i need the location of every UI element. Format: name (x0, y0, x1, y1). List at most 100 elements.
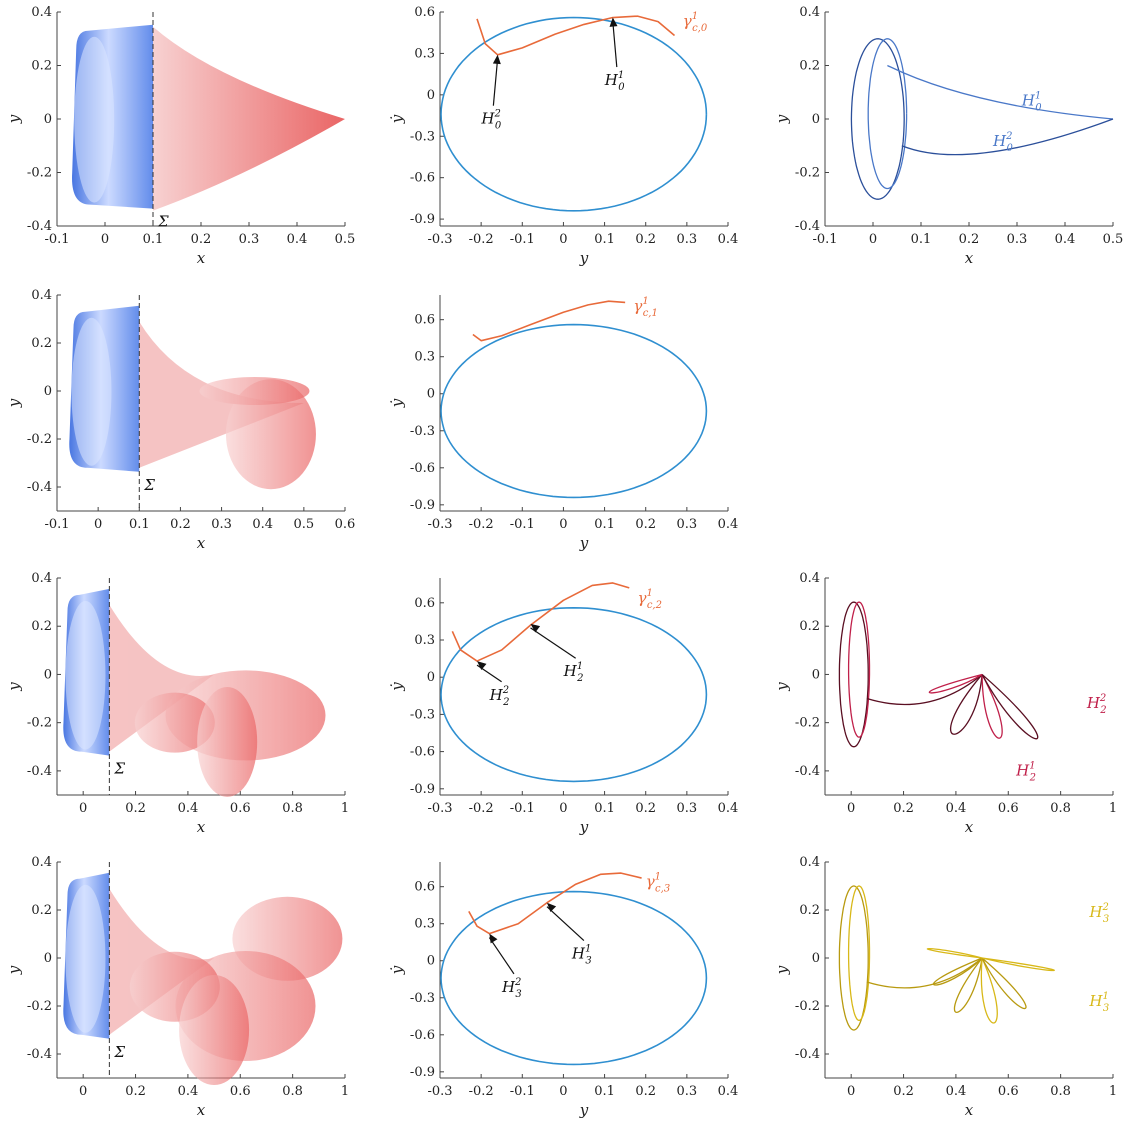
y-tick-label: 0 (812, 951, 820, 966)
orbit-petal (950, 674, 983, 735)
y-tick-label: 0.6 (414, 596, 435, 611)
y-tick-label: 0.4 (31, 571, 52, 586)
x-tick-label: 0.3 (677, 1084, 698, 1099)
homoclinic-point-label-sup: 2 (502, 685, 509, 696)
section-label: Σ (113, 760, 125, 778)
x-tick-label: 0.3 (677, 517, 698, 532)
gamma-curve-label-sub: c,2 (647, 600, 662, 611)
x-axis-label: y (579, 818, 589, 836)
section-label: Σ (157, 213, 169, 231)
y-tick-label: -0.9 (410, 212, 435, 227)
gamma-curve-label-symbol: γ (646, 873, 655, 891)
x-tick-label: 0.4 (178, 1084, 199, 1099)
y-tick-label: -0.6 (410, 461, 435, 476)
y-axis-label: y (5, 682, 23, 692)
orbit-loop (838, 601, 869, 748)
x-tick-label: 0.3 (211, 517, 232, 532)
x-tick-label: 0.4 (718, 232, 739, 247)
x-axis-label: x (197, 1101, 206, 1119)
y-tick-label: 0.4 (31, 5, 52, 20)
y-tick-label: 0.3 (414, 917, 435, 932)
annotation-arrow (530, 627, 576, 659)
gamma-curve-label: γ1 c,0 (683, 11, 708, 34)
homoclinic-point-label-sub: 3 (515, 989, 521, 1000)
x-tick-label: 0.4 (1055, 232, 1076, 247)
y-tick-label: 0 (44, 384, 52, 399)
x-tick-label: -0.1 (510, 801, 535, 816)
orbit-petal (981, 673, 1039, 740)
x-tick-label: 0 (559, 517, 567, 532)
orbit-label-symbol: H (1088, 992, 1103, 1010)
orbit-loop (847, 885, 871, 1022)
homoclinic-point-label-symbol: H (480, 110, 495, 128)
y-axis-label: y (773, 114, 791, 124)
x-tick-label: -0.2 (469, 801, 494, 816)
y-tick-label: 0 (427, 88, 435, 103)
periodic-orbit-curve (440, 890, 708, 1066)
x-tick-label: -0.2 (469, 232, 494, 247)
x-tick-label: 0 (869, 232, 877, 247)
section-label: Σ (113, 1043, 125, 1061)
x-tick-label: 0.3 (239, 232, 260, 247)
x-tick-label: 0.2 (170, 517, 191, 532)
y-tick-label: -0.3 (410, 707, 435, 722)
homoclinic-point-label-sub: 0 (495, 121, 502, 132)
y-tick-label: 0.3 (414, 350, 435, 365)
manifold-plot-r4c1: 0 0.2 0.4 0.6 0.8 1 0.4 0.2 0 -0.2 -0.4 x y Σ (5, 855, 349, 1119)
x-tick-label: 0.8 (1050, 801, 1071, 816)
x-tick-label: -0.1 (812, 232, 837, 247)
homoclinic-point-label-symbol: H (501, 978, 516, 996)
section-plot-r1c2: -0.3 -0.2 -0.1 0 0.1 0.2 0.3 0.4 0.6 0.3 0 -0.3 -0.6… (388, 5, 738, 267)
y-tick-label: -0.2 (27, 999, 52, 1014)
y-tick-label: 0.2 (31, 903, 52, 918)
gamma-curve-label-symbol: γ (637, 589, 646, 607)
manifold-lobe (197, 686, 258, 797)
x-tick-label: -0.2 (469, 517, 494, 532)
x-tick-label: 0.4 (718, 1084, 739, 1099)
arrow-head (489, 933, 498, 944)
y-tick-label: -0.4 (27, 480, 52, 495)
x-tick-label: -0.2 (469, 1084, 494, 1099)
y-tick-label: 0.6 (414, 5, 435, 20)
manifold-lobe (179, 975, 250, 1085)
x-tick-label: 0.4 (718, 517, 739, 532)
orbit-label: H1 3 (1088, 991, 1109, 1014)
manifold-lobe (134, 692, 215, 753)
gamma-curve-label-sub: c,0 (692, 23, 708, 34)
x-axis-label: y (579, 249, 589, 267)
orbit-loop (867, 38, 908, 190)
manifold-lobe (199, 377, 310, 405)
y-axis-label: y (5, 398, 23, 408)
x-tick-label: 1 (1109, 801, 1117, 816)
orbit-label-sup: 2 (1102, 902, 1109, 913)
arrow-head (546, 902, 557, 912)
homoclinic-point-label-symbol: H (489, 686, 504, 704)
x-tick-label: 0.1 (911, 232, 932, 247)
homoclinic-point-label: H2 2 (489, 685, 510, 708)
y-tick-label: 0.2 (799, 619, 820, 634)
y-tick-label: -0.4 (27, 219, 52, 234)
x-tick-label: 0 (79, 801, 87, 816)
x-axis-label: x (197, 534, 206, 552)
x-axis-label: x (197, 818, 206, 836)
gamma-curve-label-symbol: γ (683, 12, 692, 30)
y-axis-label: ẏ (388, 682, 406, 692)
y-tick-label: -0.4 (795, 1047, 820, 1062)
y-tick-label: -0.4 (795, 219, 820, 234)
orbit-label: H1 0 (1021, 91, 1042, 114)
x-axis-label: x (197, 249, 206, 267)
x-tick-label: 0.2 (125, 1084, 146, 1099)
y-tick-label: -0.4 (795, 764, 820, 779)
x-tick-label: -0.1 (510, 1084, 535, 1099)
section-plot-r2c2: -0.3 -0.2 -0.1 0 0.1 0.2 0.3 0.4 0.6 0.3 0 -0.3 -0.6… (388, 295, 738, 552)
y-tick-label: 0.2 (31, 336, 52, 351)
x-tick-label: 0 (559, 232, 567, 247)
y-tick-label: 0.4 (31, 288, 52, 303)
y-tick-label: -0.2 (795, 999, 820, 1014)
periodic-orbit-curve (440, 606, 708, 783)
y-tick-label: -0.9 (410, 782, 435, 797)
gamma-curve-label-symbol: γ (633, 297, 642, 315)
y-tick-label: 0.4 (31, 855, 52, 870)
